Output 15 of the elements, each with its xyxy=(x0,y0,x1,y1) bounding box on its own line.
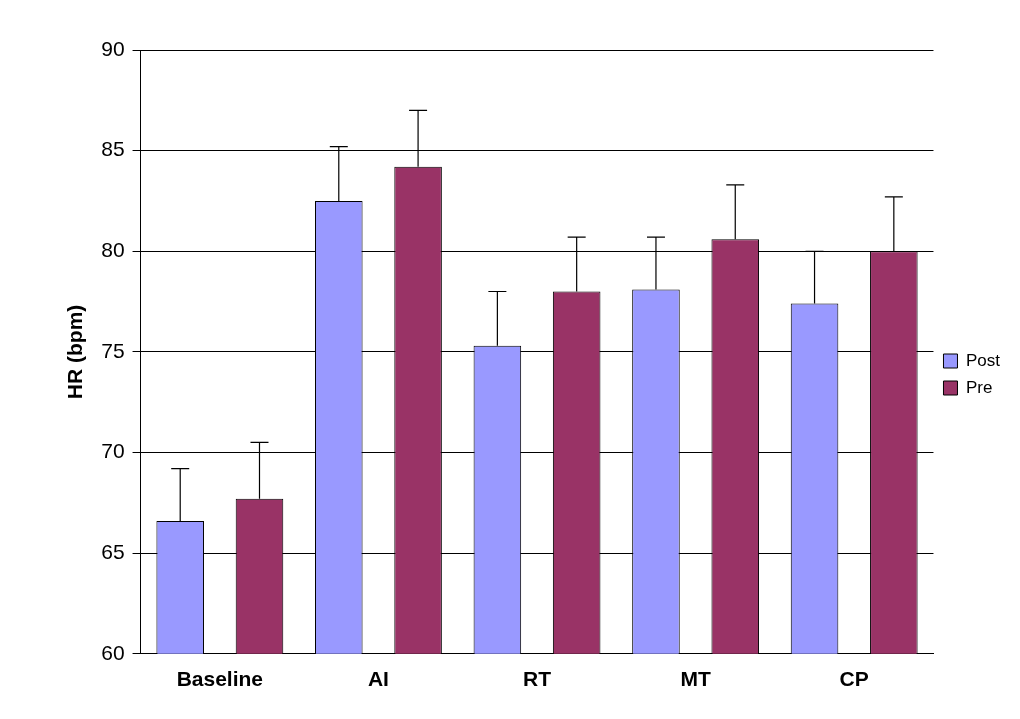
legend-label: Pre xyxy=(965,377,993,397)
y-tick-label: 65 xyxy=(101,539,125,563)
x-tick-label: Baseline xyxy=(176,667,264,691)
y-tick-label: 90 xyxy=(101,36,125,60)
x-tick-label: CP xyxy=(839,667,869,691)
x-tick-label: AI xyxy=(367,667,389,691)
y-tick-label: 70 xyxy=(101,439,125,463)
y-axis-title: HR (bpm) xyxy=(63,304,87,400)
y-tick-label: 60 xyxy=(101,640,125,664)
y-tick-label: 85 xyxy=(101,137,125,161)
legend-label: Post xyxy=(965,350,1001,370)
x-tick-label: MT xyxy=(680,667,711,691)
y-tick-label: 80 xyxy=(101,238,125,262)
y-tick-label: 75 xyxy=(101,338,125,362)
x-tick-label: RT xyxy=(523,667,552,691)
